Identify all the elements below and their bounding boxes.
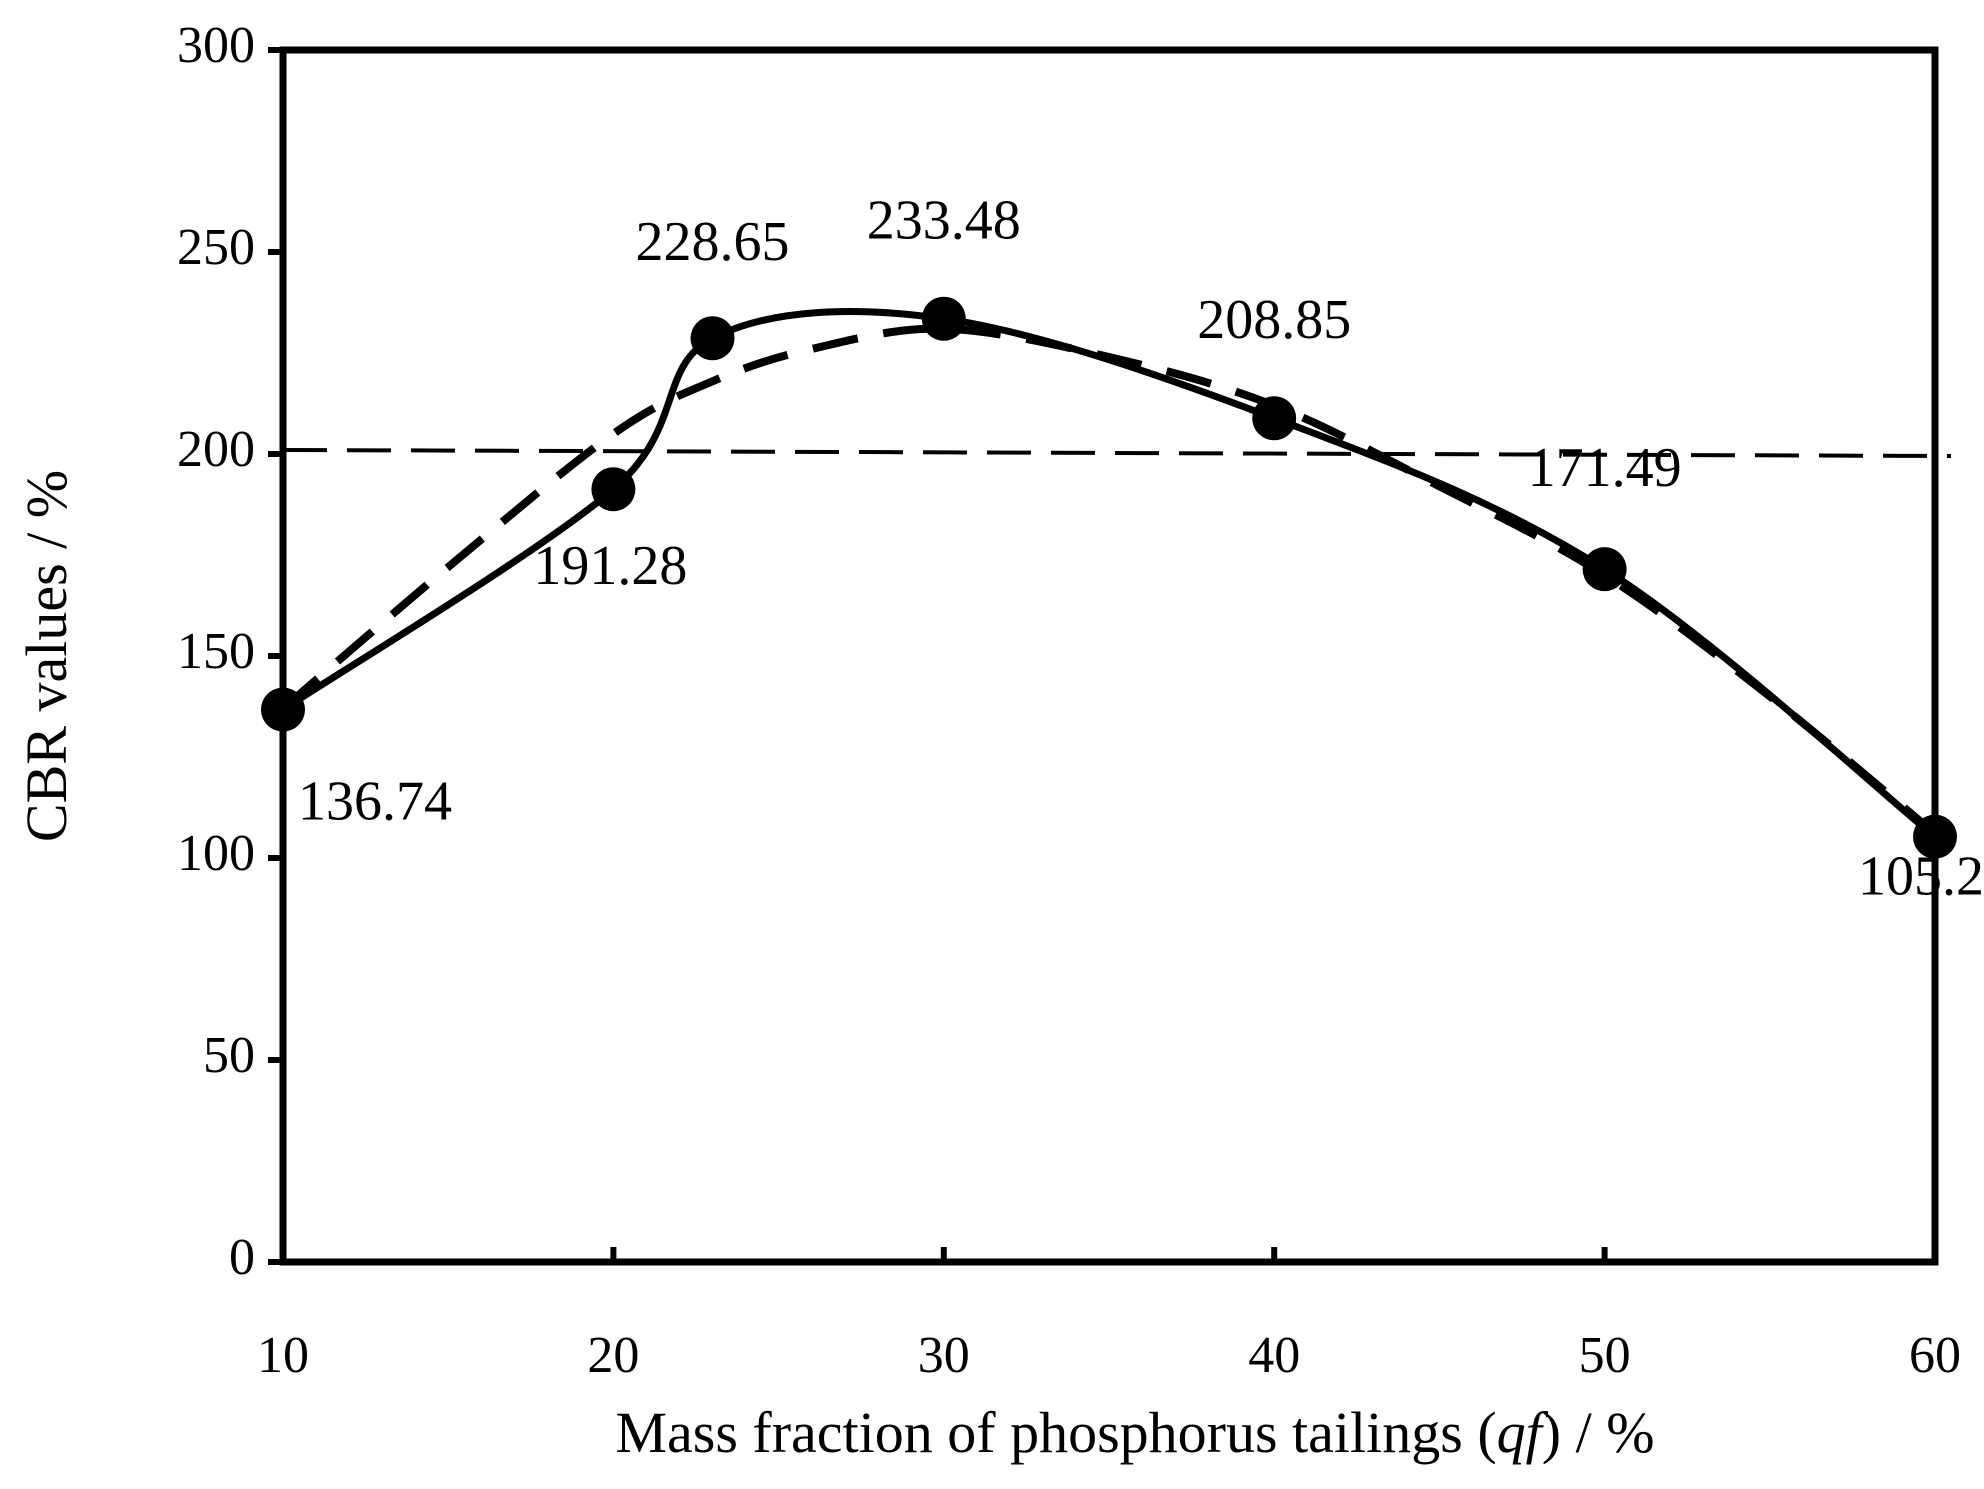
data-point-50 — [1582, 547, 1627, 592]
y-axis-title: CBR values / % — [14, 470, 79, 842]
y-tick-label-300: 300 — [177, 17, 255, 74]
x-axis-title: Mass fraction of phosphorus tailings (qf… — [615, 1400, 1654, 1465]
x-tick-label-40: 40 — [1248, 1327, 1300, 1384]
reference-line-layer — [282, 447, 1952, 459]
data-label-23: 228.65 — [636, 211, 790, 273]
y-tick-label-150: 150 — [177, 623, 255, 680]
y-tick-label-200: 200 — [177, 421, 255, 478]
data-point-23 — [690, 316, 735, 361]
x-tick-label-10: 10 — [257, 1327, 309, 1384]
x-axis-title-part-1: Mass fraction of phosphorus tailings ( — [615, 1400, 1496, 1465]
x-tick-label-60: 60 — [1909, 1327, 1961, 1384]
data-label-20: 191.28 — [533, 535, 687, 597]
axis-ticks-layer: 0 50 100 150 200 250 300 10 20 30 40 50 60 — [177, 17, 1961, 1384]
data-points-layer — [261, 296, 1957, 859]
x-tick-label-50: 50 — [1579, 1327, 1631, 1384]
x-tick-label-30: 30 — [918, 1327, 970, 1384]
x-axis-title-italic-symbol: qf — [1497, 1400, 1549, 1465]
measured-curve-layer — [281, 308, 1938, 840]
x-axis-title-part-2: ) / % — [1542, 1400, 1655, 1465]
measured-solid-curve — [281, 308, 1938, 840]
fitted-dashed-curve — [280, 324, 1938, 837]
data-label-30: 233.48 — [867, 190, 1021, 252]
data-labels-layer: 136.74 191.28 228.65 233.48 208.85 171.49 105.… — [298, 190, 1984, 908]
data-label-60: 105.28 — [1858, 846, 1984, 908]
x-tick-label-20: 20 — [587, 1327, 639, 1384]
data-point-40 — [1252, 396, 1297, 441]
y-tick-label-50: 50 — [203, 1027, 255, 1084]
reference-line-200 — [282, 447, 1952, 459]
data-label-40: 208.85 — [1197, 289, 1351, 351]
data-label-10: 136.74 — [298, 770, 452, 832]
fitted-curve-layer — [280, 324, 1938, 837]
data-label-50: 171.49 — [1528, 437, 1682, 499]
data-point-30 — [921, 296, 966, 341]
y-tick-label-100: 100 — [177, 825, 255, 882]
data-point-20 — [591, 467, 636, 512]
y-tick-label-250: 250 — [177, 219, 255, 276]
y-tick-label-0: 0 — [229, 1229, 255, 1286]
plot-area-frame — [279, 46, 1939, 1266]
